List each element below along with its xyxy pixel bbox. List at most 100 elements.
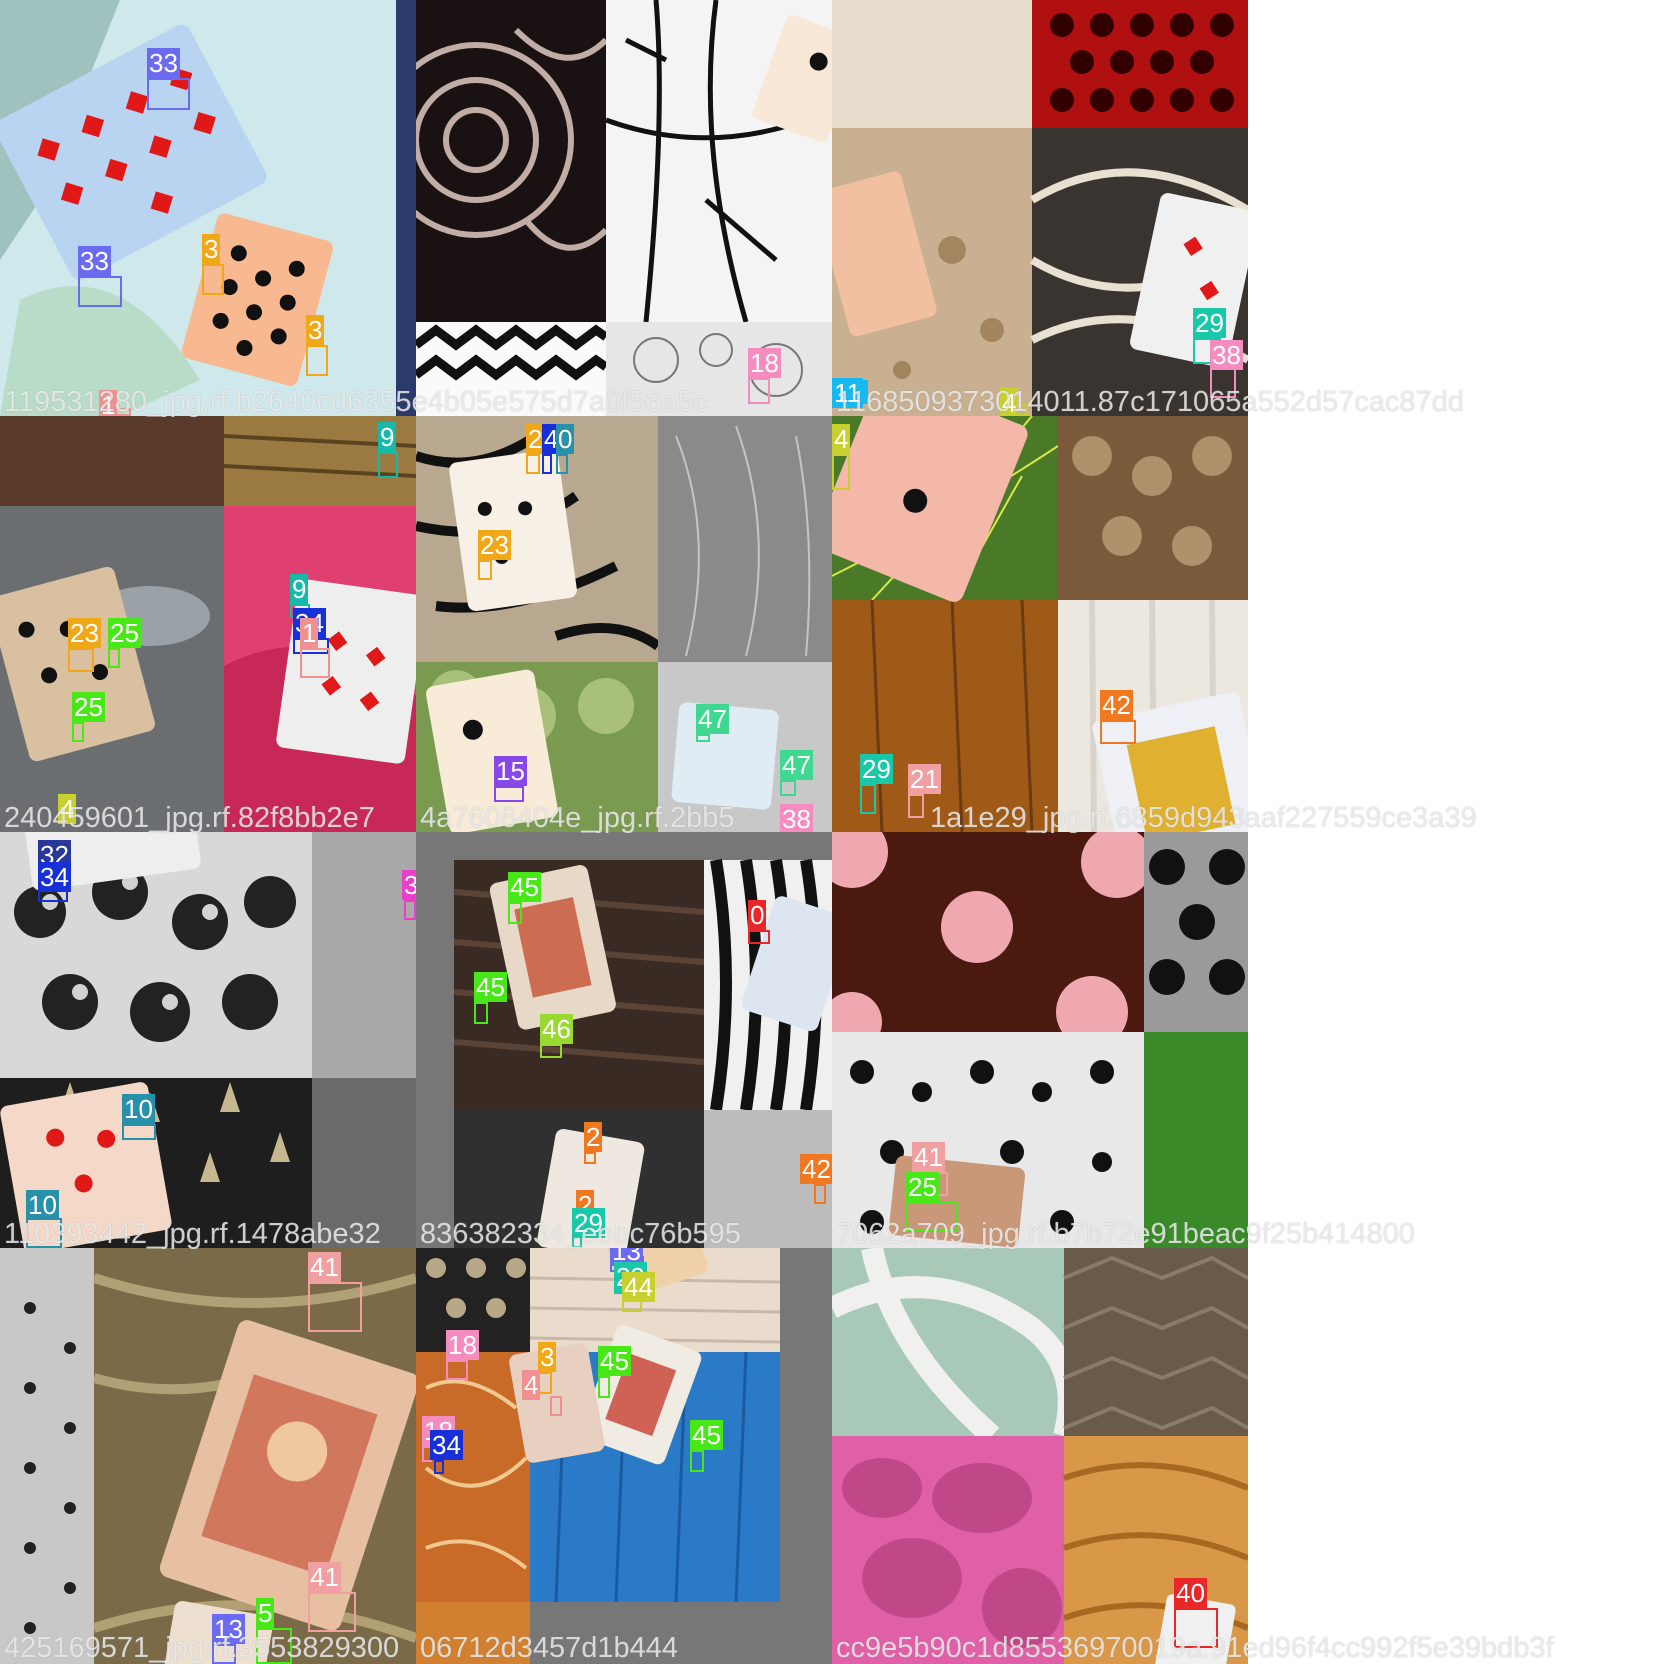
detection-label: 45: [508, 872, 541, 902]
detection-label: 45: [474, 972, 507, 1002]
detection-label: 3: [306, 315, 325, 345]
mosaic-tile: 41 41 13 5: [0, 1248, 416, 1664]
filename-label: 425169571_jpg.rf.3553829300: [4, 1632, 400, 1664]
detection-label: 47: [696, 704, 729, 734]
mosaic-tile: 40: [832, 1248, 1248, 1664]
detection-label: 0: [556, 424, 575, 454]
detection-box: 46: [540, 1014, 573, 1058]
detection-box: 4: [542, 424, 561, 474]
detection-label: 23: [68, 618, 101, 648]
tile-image: [416, 0, 832, 416]
mosaic-tile: 23 4 0 23 15 47 47 38: [416, 416, 832, 832]
tile-image: [416, 416, 832, 832]
detection-label: 13: [610, 1248, 643, 1266]
detection-box: 45: [690, 1420, 723, 1472]
detection-box: 3: [306, 315, 328, 376]
detection-box: 47: [696, 704, 729, 742]
filename-label: 1a1e29_jpg.rf.6859d943aaf227559ce3a39: [930, 802, 1477, 834]
filename-label: 119531280_jpg.rf.b2640cd6355e4b05e575d7a…: [4, 386, 709, 418]
mosaic-tile: 29 38 11 4: [832, 0, 1248, 416]
tile-image: [416, 832, 832, 1248]
detection-box: 9: [290, 574, 310, 618]
detection-label: 33: [78, 246, 111, 276]
detection-label: 5: [256, 1598, 275, 1628]
detection-label: 34: [38, 862, 71, 892]
tile-image: [832, 832, 1248, 1248]
tile-image: [416, 1248, 832, 1664]
detection-label: 21: [908, 764, 941, 794]
detection-box: 23: [478, 530, 511, 580]
detection-label: 34: [430, 1430, 463, 1460]
tile-image: [0, 832, 416, 1248]
detection-label: 18: [748, 348, 781, 378]
detection-label: 38: [780, 804, 813, 832]
detection-label: 29: [860, 754, 893, 784]
detection-label: 40: [1174, 1578, 1207, 1608]
detection-label: 9: [378, 422, 397, 452]
detection-label: 13: [212, 1614, 245, 1644]
detection-label: 47: [780, 750, 813, 780]
detection-box: 1: [300, 618, 330, 678]
detection-label: 45: [690, 1420, 723, 1450]
detection-box: 25: [108, 618, 141, 668]
detection-label: 9: [290, 574, 309, 604]
detection-label: 25: [108, 618, 141, 648]
detection-box: 39: [402, 870, 416, 920]
detection-box: 21: [908, 764, 941, 818]
detection-label: 44: [622, 1272, 655, 1302]
detection-box: 42: [800, 1154, 832, 1204]
detection-box: 29: [572, 1208, 605, 1248]
detection-label: 3: [538, 1342, 557, 1372]
filename-label: 06712d3457d1b444: [420, 1632, 679, 1664]
detection-box: 45: [598, 1346, 631, 1398]
detection-box: 41: [308, 1562, 356, 1632]
detection-box: 10: [122, 1094, 156, 1140]
detection-label: 10: [26, 1190, 59, 1220]
detection-box: 33: [78, 246, 122, 307]
detection-box: 3: [202, 234, 224, 295]
filename-label: 240459601_jpg.rf.82f8bb2e7: [4, 802, 375, 834]
detection-label: 39: [402, 870, 416, 900]
filename-label: 1168509373014011.87c171065a552d57cac87dd: [836, 386, 1464, 418]
detection-box: 29: [1193, 308, 1226, 364]
detection-label: 11: [832, 378, 863, 408]
tile-image: [0, 0, 416, 416]
mosaic-tile: 32 34 39 10 10: [0, 832, 416, 1248]
detection-box: 4: [522, 1370, 562, 1416]
detection-box: 34: [38, 862, 71, 902]
detection-box: 18: [446, 1330, 479, 1380]
detection-label: 4: [1000, 388, 1019, 416]
detection-box: 33: [147, 48, 190, 110]
detection-box: 4: [832, 424, 851, 490]
detection-box: 23: [68, 618, 101, 672]
detection-box: 4: [1000, 388, 1028, 416]
detection-box: 23: [526, 424, 559, 474]
detection-label: 23: [478, 530, 511, 560]
detection-label: 38: [1210, 340, 1243, 370]
detection-box: 41: [308, 1252, 362, 1332]
detection-label: 18: [446, 1330, 479, 1360]
detection-label: 15: [494, 756, 527, 786]
detection-label: 2: [584, 1122, 603, 1152]
detection-label: 25: [72, 692, 105, 722]
tile-image: [832, 0, 1248, 416]
detection-label: 1: [300, 618, 319, 648]
detection-box: 34: [430, 1430, 463, 1474]
detection-box: 29: [860, 754, 893, 814]
detection-box: 5: [256, 1598, 292, 1664]
filename-label: 110393442_jpg.rf.1478abe32: [4, 1218, 381, 1250]
detection-box: 45: [508, 872, 541, 924]
detection-box: 25: [906, 1172, 958, 1232]
detection-box: 38: [780, 804, 813, 832]
detection-box: 38: [1210, 340, 1243, 398]
detection-box: 18: [748, 348, 781, 404]
mosaic-tile: 13 29 44 3 4 45 18 45 18 34: [416, 1248, 832, 1664]
tile-image: [0, 1248, 416, 1664]
detection-box: 0: [556, 424, 575, 474]
detection-label: 4: [832, 424, 851, 454]
detection-box: 25: [72, 692, 105, 742]
detection-label: 25: [906, 1172, 939, 1202]
detection-box: 44: [622, 1272, 655, 1312]
detection-label: 41: [308, 1562, 341, 1592]
